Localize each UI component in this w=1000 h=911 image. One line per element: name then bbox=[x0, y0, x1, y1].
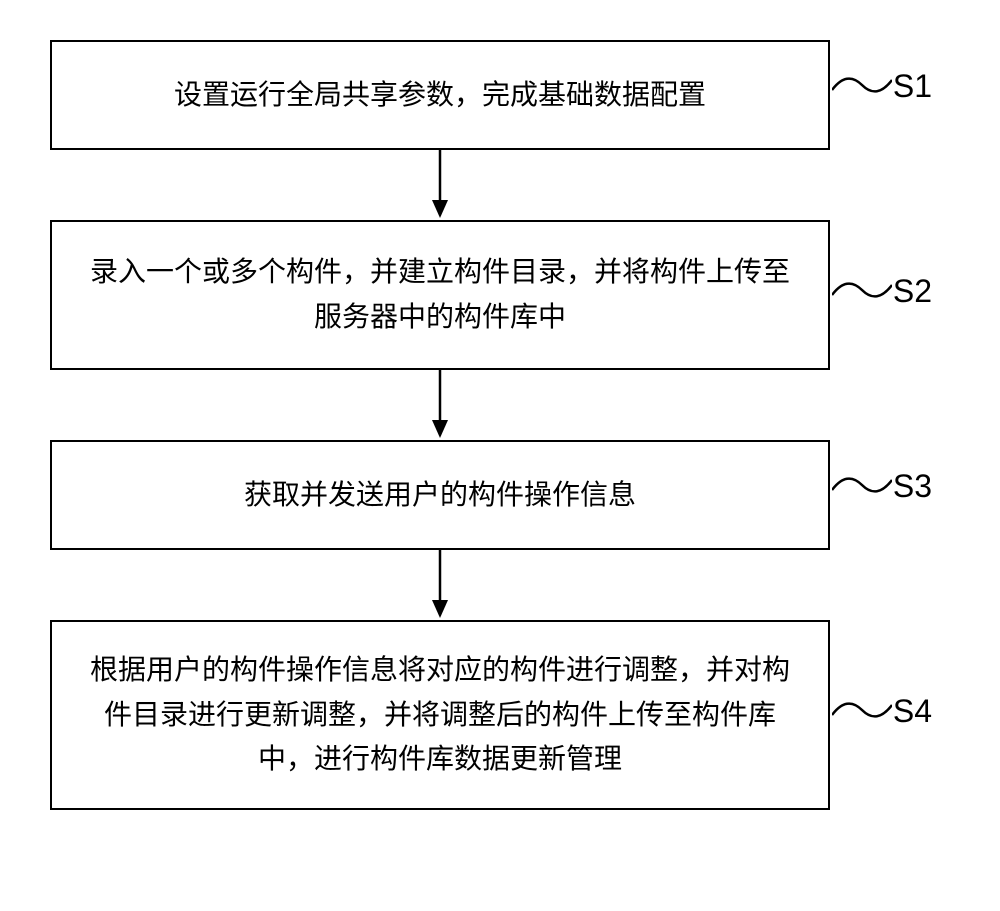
step-s3-text: 获取并发送用户的构件操作信息 bbox=[244, 473, 636, 518]
step-s2-text: 录入一个或多个构件，并建立构件目录，并将构件上传至服务器中的构件库中 bbox=[82, 250, 798, 340]
step-s1-label: S1 bbox=[893, 68, 932, 105]
step-s4-wave bbox=[832, 695, 892, 725]
step-s2-box: 录入一个或多个构件，并建立构件目录，并将构件上传至服务器中的构件库中 bbox=[50, 220, 830, 370]
arrow-s3-s4 bbox=[50, 550, 830, 620]
step-s2-container: 录入一个或多个构件，并建立构件目录，并将构件上传至服务器中的构件库中 S2 bbox=[50, 220, 950, 370]
step-s3-label: S3 bbox=[893, 468, 932, 505]
step-s1-text: 设置运行全局共享参数，完成基础数据配置 bbox=[174, 73, 706, 118]
step-s4-label: S4 bbox=[893, 693, 932, 730]
step-s1-container: 设置运行全局共享参数，完成基础数据配置 S1 bbox=[50, 40, 950, 150]
step-s4-box: 根据用户的构件操作信息将对应的构件进行调整，并对构件目录进行更新调整，并将调整后… bbox=[50, 620, 830, 810]
step-s4-container: 根据用户的构件操作信息将对应的构件进行调整，并对构件目录进行更新调整，并将调整后… bbox=[50, 620, 950, 810]
flowchart-container: 设置运行全局共享参数，完成基础数据配置 S1 录入一个或多个构件，并建立构件目录… bbox=[50, 40, 950, 810]
step-s4-text: 根据用户的构件操作信息将对应的构件进行调整，并对构件目录进行更新调整，并将调整后… bbox=[82, 648, 798, 782]
step-s3-box: 获取并发送用户的构件操作信息 bbox=[50, 440, 830, 550]
step-s3-container: 获取并发送用户的构件操作信息 S3 bbox=[50, 440, 950, 550]
arrow-s2-s3 bbox=[50, 370, 830, 440]
step-s1-box: 设置运行全局共享参数，完成基础数据配置 bbox=[50, 40, 830, 150]
step-s3-wave bbox=[832, 470, 892, 500]
step-s1-wave bbox=[832, 70, 892, 100]
step-s2-wave bbox=[832, 275, 892, 305]
arrow-s1-s2 bbox=[50, 150, 830, 220]
step-s2-label: S2 bbox=[893, 273, 932, 310]
